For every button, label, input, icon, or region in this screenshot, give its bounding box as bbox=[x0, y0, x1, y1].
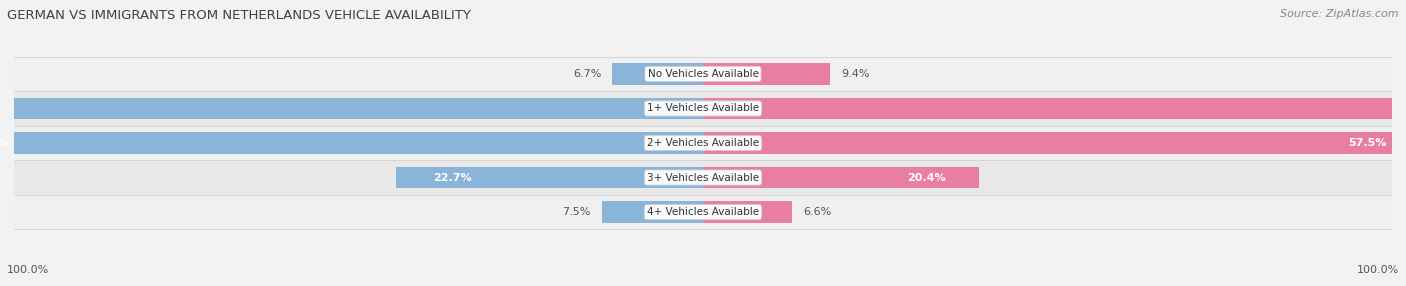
Bar bbox=[703, 98, 1406, 119]
Bar bbox=[703, 167, 979, 188]
Text: Source: ZipAtlas.com: Source: ZipAtlas.com bbox=[1281, 9, 1399, 19]
Text: 2+ Vehicles Available: 2+ Vehicles Available bbox=[647, 138, 759, 148]
Text: 61.6%: 61.6% bbox=[0, 138, 10, 148]
Bar bbox=[14, 91, 1392, 126]
Bar bbox=[613, 63, 703, 85]
Bar bbox=[14, 195, 1392, 229]
Bar bbox=[602, 201, 703, 223]
Text: 7.5%: 7.5% bbox=[562, 207, 591, 217]
Text: 20.4%: 20.4% bbox=[907, 172, 945, 182]
Text: 1+ Vehicles Available: 1+ Vehicles Available bbox=[647, 104, 759, 114]
Text: 6.6%: 6.6% bbox=[803, 207, 831, 217]
Text: 9.4%: 9.4% bbox=[841, 69, 869, 79]
Text: 22.7%: 22.7% bbox=[433, 172, 472, 182]
Text: 6.7%: 6.7% bbox=[574, 69, 602, 79]
Bar bbox=[0, 132, 703, 154]
Text: 4+ Vehicles Available: 4+ Vehicles Available bbox=[647, 207, 759, 217]
Text: GERMAN VS IMMIGRANTS FROM NETHERLANDS VEHICLE AVAILABILITY: GERMAN VS IMMIGRANTS FROM NETHERLANDS VE… bbox=[7, 9, 471, 21]
Text: No Vehicles Available: No Vehicles Available bbox=[648, 69, 758, 79]
Bar bbox=[703, 63, 830, 85]
Text: 3+ Vehicles Available: 3+ Vehicles Available bbox=[647, 172, 759, 182]
Bar bbox=[14, 160, 1392, 195]
Bar bbox=[14, 126, 1392, 160]
Text: 100.0%: 100.0% bbox=[7, 265, 49, 275]
Bar bbox=[703, 201, 792, 223]
Text: 100.0%: 100.0% bbox=[1357, 265, 1399, 275]
Bar bbox=[396, 167, 703, 188]
Text: 57.5%: 57.5% bbox=[1348, 138, 1386, 148]
Bar bbox=[14, 57, 1392, 91]
Bar bbox=[0, 98, 703, 119]
Bar bbox=[703, 132, 1406, 154]
